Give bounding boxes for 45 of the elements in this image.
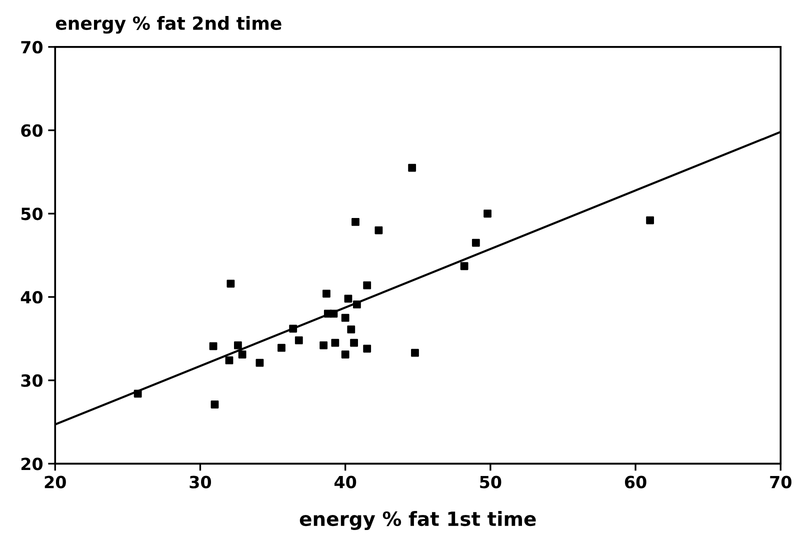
point xyxy=(646,216,654,224)
point xyxy=(289,324,298,333)
point xyxy=(256,358,264,367)
point xyxy=(363,281,372,290)
y-tick-label: 60 xyxy=(21,124,43,137)
point xyxy=(294,336,303,344)
point xyxy=(278,344,286,352)
point xyxy=(363,344,372,353)
point xyxy=(411,348,419,357)
y-tick-label: 50 xyxy=(21,208,43,220)
point xyxy=(472,238,480,247)
point xyxy=(352,300,361,308)
point xyxy=(238,350,246,358)
x-tick-label: 20 xyxy=(44,476,66,488)
x-tick-label: 40 xyxy=(334,476,356,488)
point xyxy=(341,314,350,322)
x-tick-label: 30 xyxy=(190,476,212,488)
y-tick-label: 40 xyxy=(20,290,43,304)
x-tick-label: 60 xyxy=(624,476,646,488)
y-tick-label: 30 xyxy=(21,374,43,387)
x-axis-title: energy % fat 1st time xyxy=(300,511,536,530)
x-tick-label: 50 xyxy=(480,476,502,488)
point xyxy=(347,326,356,334)
y-axis-title: energy % fat 2nd time xyxy=(56,16,282,34)
point xyxy=(234,341,242,350)
point xyxy=(460,262,468,270)
point xyxy=(330,310,338,318)
point xyxy=(331,338,340,347)
point xyxy=(408,164,416,172)
point xyxy=(320,341,328,350)
point xyxy=(344,294,352,303)
point xyxy=(374,226,383,234)
x-tick-label: 70 xyxy=(770,476,792,488)
point xyxy=(209,342,218,350)
point xyxy=(225,356,234,364)
point xyxy=(226,280,235,288)
y-tick-label: 70 xyxy=(21,40,43,54)
point xyxy=(341,350,350,358)
y-tick-label: 20 xyxy=(21,458,43,470)
point xyxy=(352,218,360,226)
point xyxy=(484,210,492,218)
point xyxy=(322,290,330,298)
point xyxy=(134,390,142,398)
point xyxy=(210,400,219,408)
point xyxy=(350,338,358,347)
